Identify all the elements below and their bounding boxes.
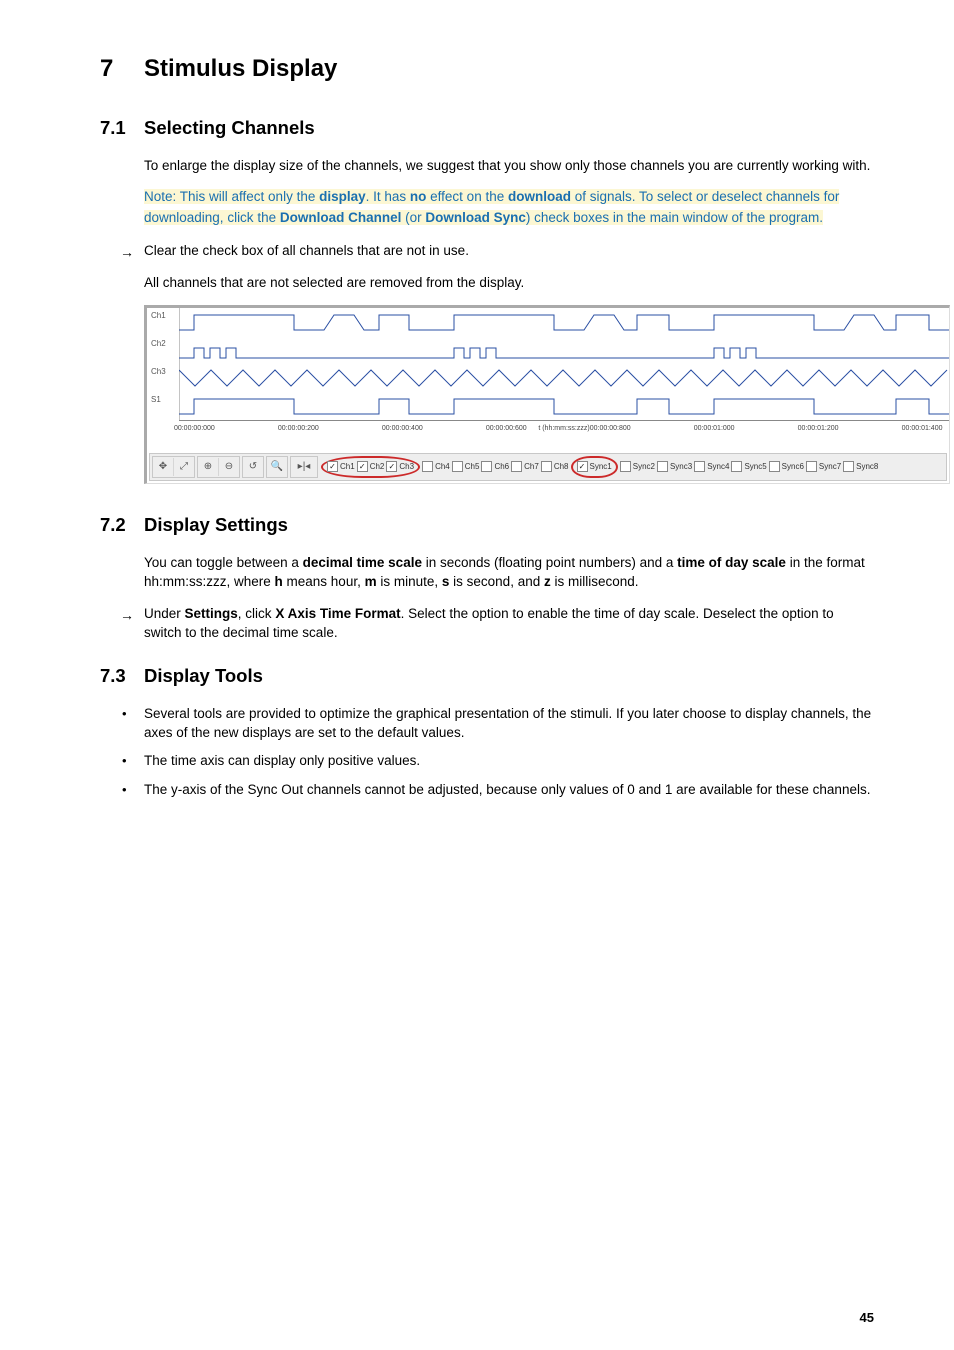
note-bold: Download Sync — [425, 210, 526, 225]
checkbox-sync1[interactable]: ✓Sync1 — [577, 461, 612, 473]
chart-row-label: Ch3 — [147, 364, 179, 392]
toolbar-zoomout-btn[interactable]: ⊖ — [219, 458, 239, 476]
checkbox-ch1[interactable]: ✓Ch1 — [327, 461, 355, 473]
arrow-text: Under Settings, click X Axis Time Format… — [144, 604, 874, 643]
x-axis-title: t (hh:mm:ss:zzz) — [538, 424, 589, 434]
checkbox-ch5[interactable]: Ch5 — [452, 461, 480, 473]
note-text: effect on the — [426, 189, 508, 204]
chart-row-label: S1 — [147, 392, 179, 420]
chapter-number: 7 — [100, 52, 144, 87]
section-7-2: 7.2 Display Settings — [100, 512, 874, 539]
checkbox-ch8[interactable]: Ch8 — [541, 461, 569, 473]
chapter-title: 7 Stimulus Display — [100, 52, 874, 87]
x-tick: 00:00:00:000 — [174, 424, 215, 434]
arrow-bullet-icon: → — [120, 604, 144, 643]
bullet-icon: • — [122, 751, 144, 772]
paragraph: To enlarge the display size of the chann… — [144, 156, 874, 176]
checkbox-sync8[interactable]: Sync8 — [843, 461, 878, 473]
waveform-s1 — [179, 392, 949, 420]
section-number: 7.2 — [100, 512, 144, 539]
waveform-ch3 — [179, 364, 949, 392]
note-bold: Download Channel — [280, 210, 402, 225]
waveform-ch1 — [179, 308, 949, 336]
chapter-title-text: Stimulus Display — [144, 52, 337, 87]
x-axis: 00:00:00:000 00:00:00:200 00:00:00:400 0… — [179, 420, 949, 450]
bullet-icon: • — [122, 704, 144, 743]
x-tick: 00:00:00:600 — [486, 424, 527, 434]
bullet-text: Several tools are provided to optimize t… — [144, 704, 874, 743]
waveform-ch2 — [179, 336, 949, 364]
section-title: Display Settings — [144, 512, 288, 539]
x-tick: 00:00:01:400 — [902, 424, 943, 434]
checkbox-sync6[interactable]: Sync6 — [769, 461, 804, 473]
toolbar-cross-btn[interactable]: ✥ — [153, 458, 174, 476]
note-bold: download — [508, 189, 571, 204]
checkbox-sync5[interactable]: Sync5 — [731, 461, 766, 473]
x-tick: 00:00:01:200 — [798, 424, 839, 434]
section-number: 7.3 — [100, 663, 144, 690]
chart-toolbar: ✥ ⤢ ⊕ ⊖ ↺ 🔍 ▸|◂ ✓Ch1 ✓Ch2 — [149, 453, 947, 481]
note-text: ) check boxes in the main window of the … — [526, 210, 823, 225]
checkbox-ch2[interactable]: ✓Ch2 — [357, 461, 385, 473]
chart-row-label: Ch2 — [147, 336, 179, 364]
chart-row-label: Ch1 — [147, 308, 179, 336]
ring-highlight-channels: ✓Ch1 ✓Ch2 ✓Ch3 — [321, 456, 420, 478]
toolbar-play-btn[interactable]: ▸|◂ — [291, 458, 317, 476]
checkbox-ch4[interactable]: Ch4 — [422, 461, 450, 473]
bullet-text: The time axis can display only positive … — [144, 751, 874, 772]
waveform-figure: Ch1 Ch2 Ch — [144, 305, 950, 484]
checkbox-sync2[interactable]: Sync2 — [620, 461, 655, 473]
section-7-3: 7.3 Display Tools — [100, 663, 874, 690]
note-text: Note: This will affect only the — [144, 189, 319, 204]
x-tick: 00:00:00:200 — [278, 424, 319, 434]
page-number: 45 — [860, 1309, 874, 1328]
note-box: Note: This will affect only the display.… — [144, 189, 839, 225]
checkbox-ch7[interactable]: Ch7 — [511, 461, 539, 473]
checkbox-ch6[interactable]: Ch6 — [481, 461, 509, 473]
note-bold: display — [319, 189, 366, 204]
checkbox-sync3[interactable]: Sync3 — [657, 461, 692, 473]
bullet-icon: • — [122, 780, 144, 801]
section-number: 7.1 — [100, 115, 144, 142]
note-text: (or — [401, 210, 425, 225]
arrow-bullet-icon: → — [120, 241, 144, 263]
note-bold: no — [410, 189, 427, 204]
x-tick: 00:00:00:800 — [590, 424, 631, 434]
bullet-text: The y-axis of the Sync Out channels cann… — [144, 780, 874, 801]
ring-highlight-sync: ✓Sync1 — [571, 456, 618, 478]
toolbar-zoomin-btn[interactable]: ⊕ — [198, 458, 219, 476]
toolbar-undo-btn[interactable]: ↺ — [243, 458, 263, 476]
arrow-text: Clear the check box of all channels that… — [144, 241, 874, 263]
section-7-1: 7.1 Selecting Channels — [100, 115, 874, 142]
checkbox-sync4[interactable]: Sync4 — [694, 461, 729, 473]
section-title: Selecting Channels — [144, 115, 315, 142]
checkbox-sync7[interactable]: Sync7 — [806, 461, 841, 473]
x-tick: 00:00:00:400 — [382, 424, 423, 434]
paragraph: All channels that are not selected are r… — [144, 273, 874, 293]
toolbar-glass-btn[interactable]: 🔍 — [267, 458, 287, 476]
note-text: . It has — [366, 189, 410, 204]
paragraph: You can toggle between a decimal time sc… — [144, 553, 874, 592]
section-title: Display Tools — [144, 663, 263, 690]
checkbox-ch3[interactable]: ✓Ch3 — [386, 461, 414, 473]
x-tick: 00:00:01:000 — [694, 424, 735, 434]
toolbar-zoomxy-btn[interactable]: ⤢ — [174, 458, 194, 476]
